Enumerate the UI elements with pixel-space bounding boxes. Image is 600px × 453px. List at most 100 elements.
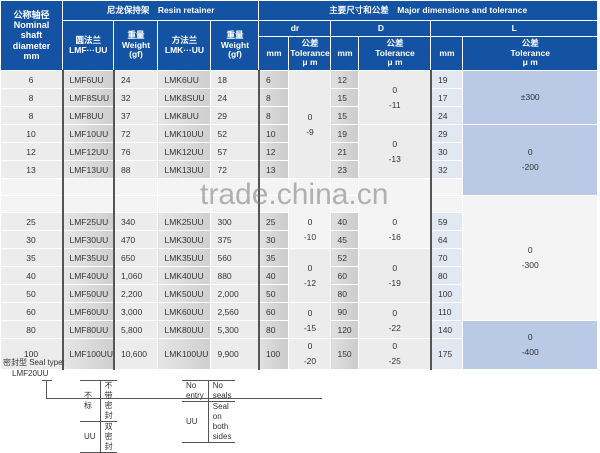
dr-tolerance: 0 -15 xyxy=(288,302,332,339)
tolerance-value: 0 xyxy=(307,262,313,273)
lmf-model: LMF8UU xyxy=(62,106,115,125)
dr-mm: 100 xyxy=(258,338,290,370)
lmf-model: LMF60UU xyxy=(62,302,115,321)
lmf-model: LMF6UU xyxy=(62,70,115,89)
lmk-model: LMK13UU xyxy=(157,160,212,179)
tolerance-value: 0 xyxy=(307,217,313,227)
lmk-model: LMK80UU xyxy=(157,320,212,339)
L-mm: 80 xyxy=(430,266,464,285)
lmf-model xyxy=(62,178,115,196)
dr-mm: 30 xyxy=(258,230,290,249)
lmk-model: LMK8UU xyxy=(157,106,212,125)
seal-table-chinese: 不标 不带密封 UU 双密封 xyxy=(80,380,117,453)
D-mm: 52 xyxy=(330,248,360,267)
dr-tolerance: 0 -9 xyxy=(288,70,332,179)
lmf-weight xyxy=(113,178,159,196)
tolerance-value: -400 xyxy=(521,347,539,357)
tolerance-value: 0 xyxy=(392,341,398,351)
lmf-weight: 3,000 xyxy=(113,302,159,321)
tolerance-value: -22 xyxy=(388,322,401,333)
lmk-model: LMK8SUU xyxy=(157,88,212,107)
D-mm: 19 xyxy=(330,124,360,143)
D-mm: 23 xyxy=(330,160,360,179)
D-mm: 40 xyxy=(330,212,360,231)
lmk-model: LMK40UU xyxy=(157,266,212,285)
lmf-model: LMF50UU xyxy=(62,284,115,303)
lmk-weight xyxy=(210,178,260,196)
dr-mm xyxy=(258,178,290,196)
table-row: 40 LMF40UU 1,060 LMK40UU 880 40 60 80 xyxy=(0,266,598,285)
L-mm: 100 xyxy=(430,284,464,303)
nominal: 25 xyxy=(0,212,64,231)
lmk-weight: 2,560 xyxy=(210,302,260,321)
table-row: 100 LMF100UU 10,600 LMK100UU 9,900 100 0 -20 150… xyxy=(0,338,598,370)
lmf-model: LMF10UU xyxy=(62,124,115,143)
lmf-weight: 5,800 xyxy=(113,320,159,339)
lmf-weight: 32 xyxy=(113,88,159,107)
lmk-weight: 375 xyxy=(210,230,260,249)
L-mm: 30 xyxy=(430,142,464,161)
tolerance-value: -25 xyxy=(388,356,401,366)
L-mm: 19 xyxy=(430,70,464,89)
nominal xyxy=(0,195,64,213)
D-mm: 120 xyxy=(330,320,360,339)
lmk-weight: 29 xyxy=(210,106,260,125)
tolerance-value: 0 xyxy=(392,84,398,95)
lmf-weight: 340 xyxy=(113,212,159,231)
lmf-model xyxy=(62,195,115,213)
tolerance-value: ±300 xyxy=(520,92,540,102)
dr-mm: 40 xyxy=(258,266,290,285)
table-row: 60 LMF60UU 3,000 LMK60UU 2,560 60 0 -15 90 0 -22 11… xyxy=(0,302,598,339)
lmk-weight: 18 xyxy=(210,70,260,89)
lmk-weight xyxy=(210,195,260,213)
dr-mm: 35 xyxy=(258,248,290,267)
lmf-weight: 470 xyxy=(113,230,159,249)
L-header: L xyxy=(430,20,598,37)
lmk-header: 方法兰 LMK···UU xyxy=(157,20,212,71)
dr-mm: 6 xyxy=(258,70,290,89)
tolerance-value: 0 xyxy=(527,147,533,157)
tolerance-value: 0 xyxy=(392,138,398,149)
L-tolerance-header: 公差 Tolerance μ m xyxy=(462,36,598,71)
lmk-weight: 57 xyxy=(210,142,260,161)
nominal: 12 xyxy=(0,142,64,161)
table-row: 80 LMF80UU 5,800 LMK80UU 5,300 80 120 140 0 -400 xyxy=(0,320,598,370)
L-mm: 110 xyxy=(430,302,464,321)
lmf-model: LMF100UU xyxy=(62,338,115,370)
D-mm: 15 xyxy=(330,106,360,125)
lmf-weight: 1,060 xyxy=(113,266,159,285)
table-row: 50 LMF50UU 2,200 LMK50UU 2,000 50 80 100 xyxy=(0,284,598,303)
lmk-weight: 52 xyxy=(210,124,260,143)
lmk-weight: 72 xyxy=(210,160,260,179)
tolerance-value: 0 xyxy=(392,217,398,227)
L-mm: 64 xyxy=(430,230,464,249)
L-mm-header: mm xyxy=(430,36,464,71)
seal-example-model: LMF20UU xyxy=(12,369,49,378)
lmk-model: LMK60UU xyxy=(157,302,212,321)
lmf-model: LMF35UU xyxy=(62,248,115,267)
L-mm: 17 xyxy=(430,88,464,107)
watermark: trade.china.cn xyxy=(200,178,389,211)
lmf-weight: 10,600 xyxy=(113,338,159,370)
dr-mm-header: mm xyxy=(258,36,290,71)
tolerance-value: -20 xyxy=(303,356,317,366)
tolerance-value: -13 xyxy=(388,153,401,164)
tolerance-value: -9 xyxy=(306,126,314,137)
specification-table: 公称轴径 Nominal shaft diameter mm 尼龙保持架 Resin r… xyxy=(0,0,598,370)
lmk-weight: 9,900 xyxy=(210,338,260,370)
dr-mm: 8 xyxy=(258,106,290,125)
tolerance-value: 0 xyxy=(527,245,533,255)
resin-retainer-header: 尼龙保持架 Resin retainer xyxy=(61,0,260,21)
lmk-weight: 560 xyxy=(210,248,260,267)
L-mm xyxy=(430,178,464,196)
tolerance-value: 0 xyxy=(392,262,398,273)
lmf-weight: 88 xyxy=(113,160,159,179)
L-tolerance: 0 -300 xyxy=(462,195,598,321)
L-mm: 140 xyxy=(430,320,464,339)
tolerance-value: 0 xyxy=(307,111,313,122)
L-tolerance: 0 -200 xyxy=(462,124,598,196)
lmf-model: LMF13UU xyxy=(62,160,115,179)
table-row: 0 -300 xyxy=(0,195,598,321)
dr-tolerance: 0 -12 xyxy=(288,248,332,303)
lmk-weight: 300 xyxy=(210,212,260,231)
